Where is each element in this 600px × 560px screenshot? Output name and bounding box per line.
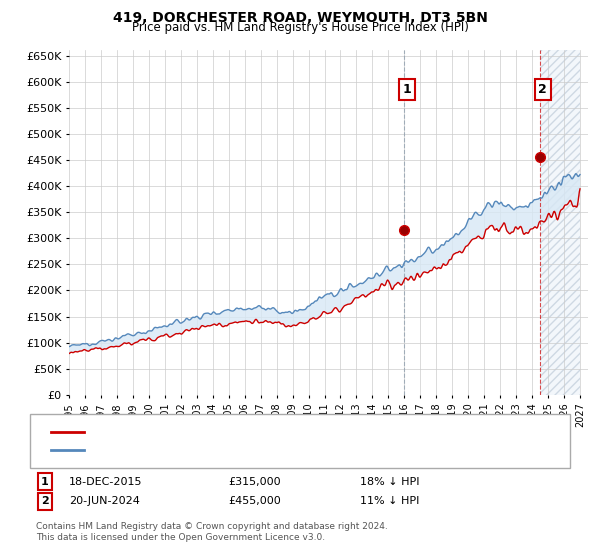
Text: 2: 2 (538, 83, 547, 96)
Text: This data is licensed under the Open Government Licence v3.0.: This data is licensed under the Open Gov… (36, 533, 325, 542)
Text: 18% ↓ HPI: 18% ↓ HPI (360, 477, 419, 487)
Text: 18-DEC-2015: 18-DEC-2015 (69, 477, 143, 487)
Text: 11% ↓ HPI: 11% ↓ HPI (360, 496, 419, 506)
Text: 1: 1 (41, 477, 49, 487)
Text: 20-JUN-2024: 20-JUN-2024 (69, 496, 140, 506)
Text: 419, DORCHESTER ROAD, WEYMOUTH, DT3 5BN: 419, DORCHESTER ROAD, WEYMOUTH, DT3 5BN (113, 11, 487, 25)
Text: £455,000: £455,000 (228, 496, 281, 506)
Text: Price paid vs. HM Land Registry's House Price Index (HPI): Price paid vs. HM Land Registry's House … (131, 21, 469, 34)
Text: HPI: Average price, detached house, Dorset: HPI: Average price, detached house, Dors… (90, 445, 317, 455)
Text: 2: 2 (41, 496, 49, 506)
Text: Contains HM Land Registry data © Crown copyright and database right 2024.: Contains HM Land Registry data © Crown c… (36, 522, 388, 531)
Text: 1: 1 (403, 83, 411, 96)
Text: 419, DORCHESTER ROAD, WEYMOUTH, DT3 5BN (detached house): 419, DORCHESTER ROAD, WEYMOUTH, DT3 5BN … (90, 427, 437, 437)
Text: £315,000: £315,000 (228, 477, 281, 487)
